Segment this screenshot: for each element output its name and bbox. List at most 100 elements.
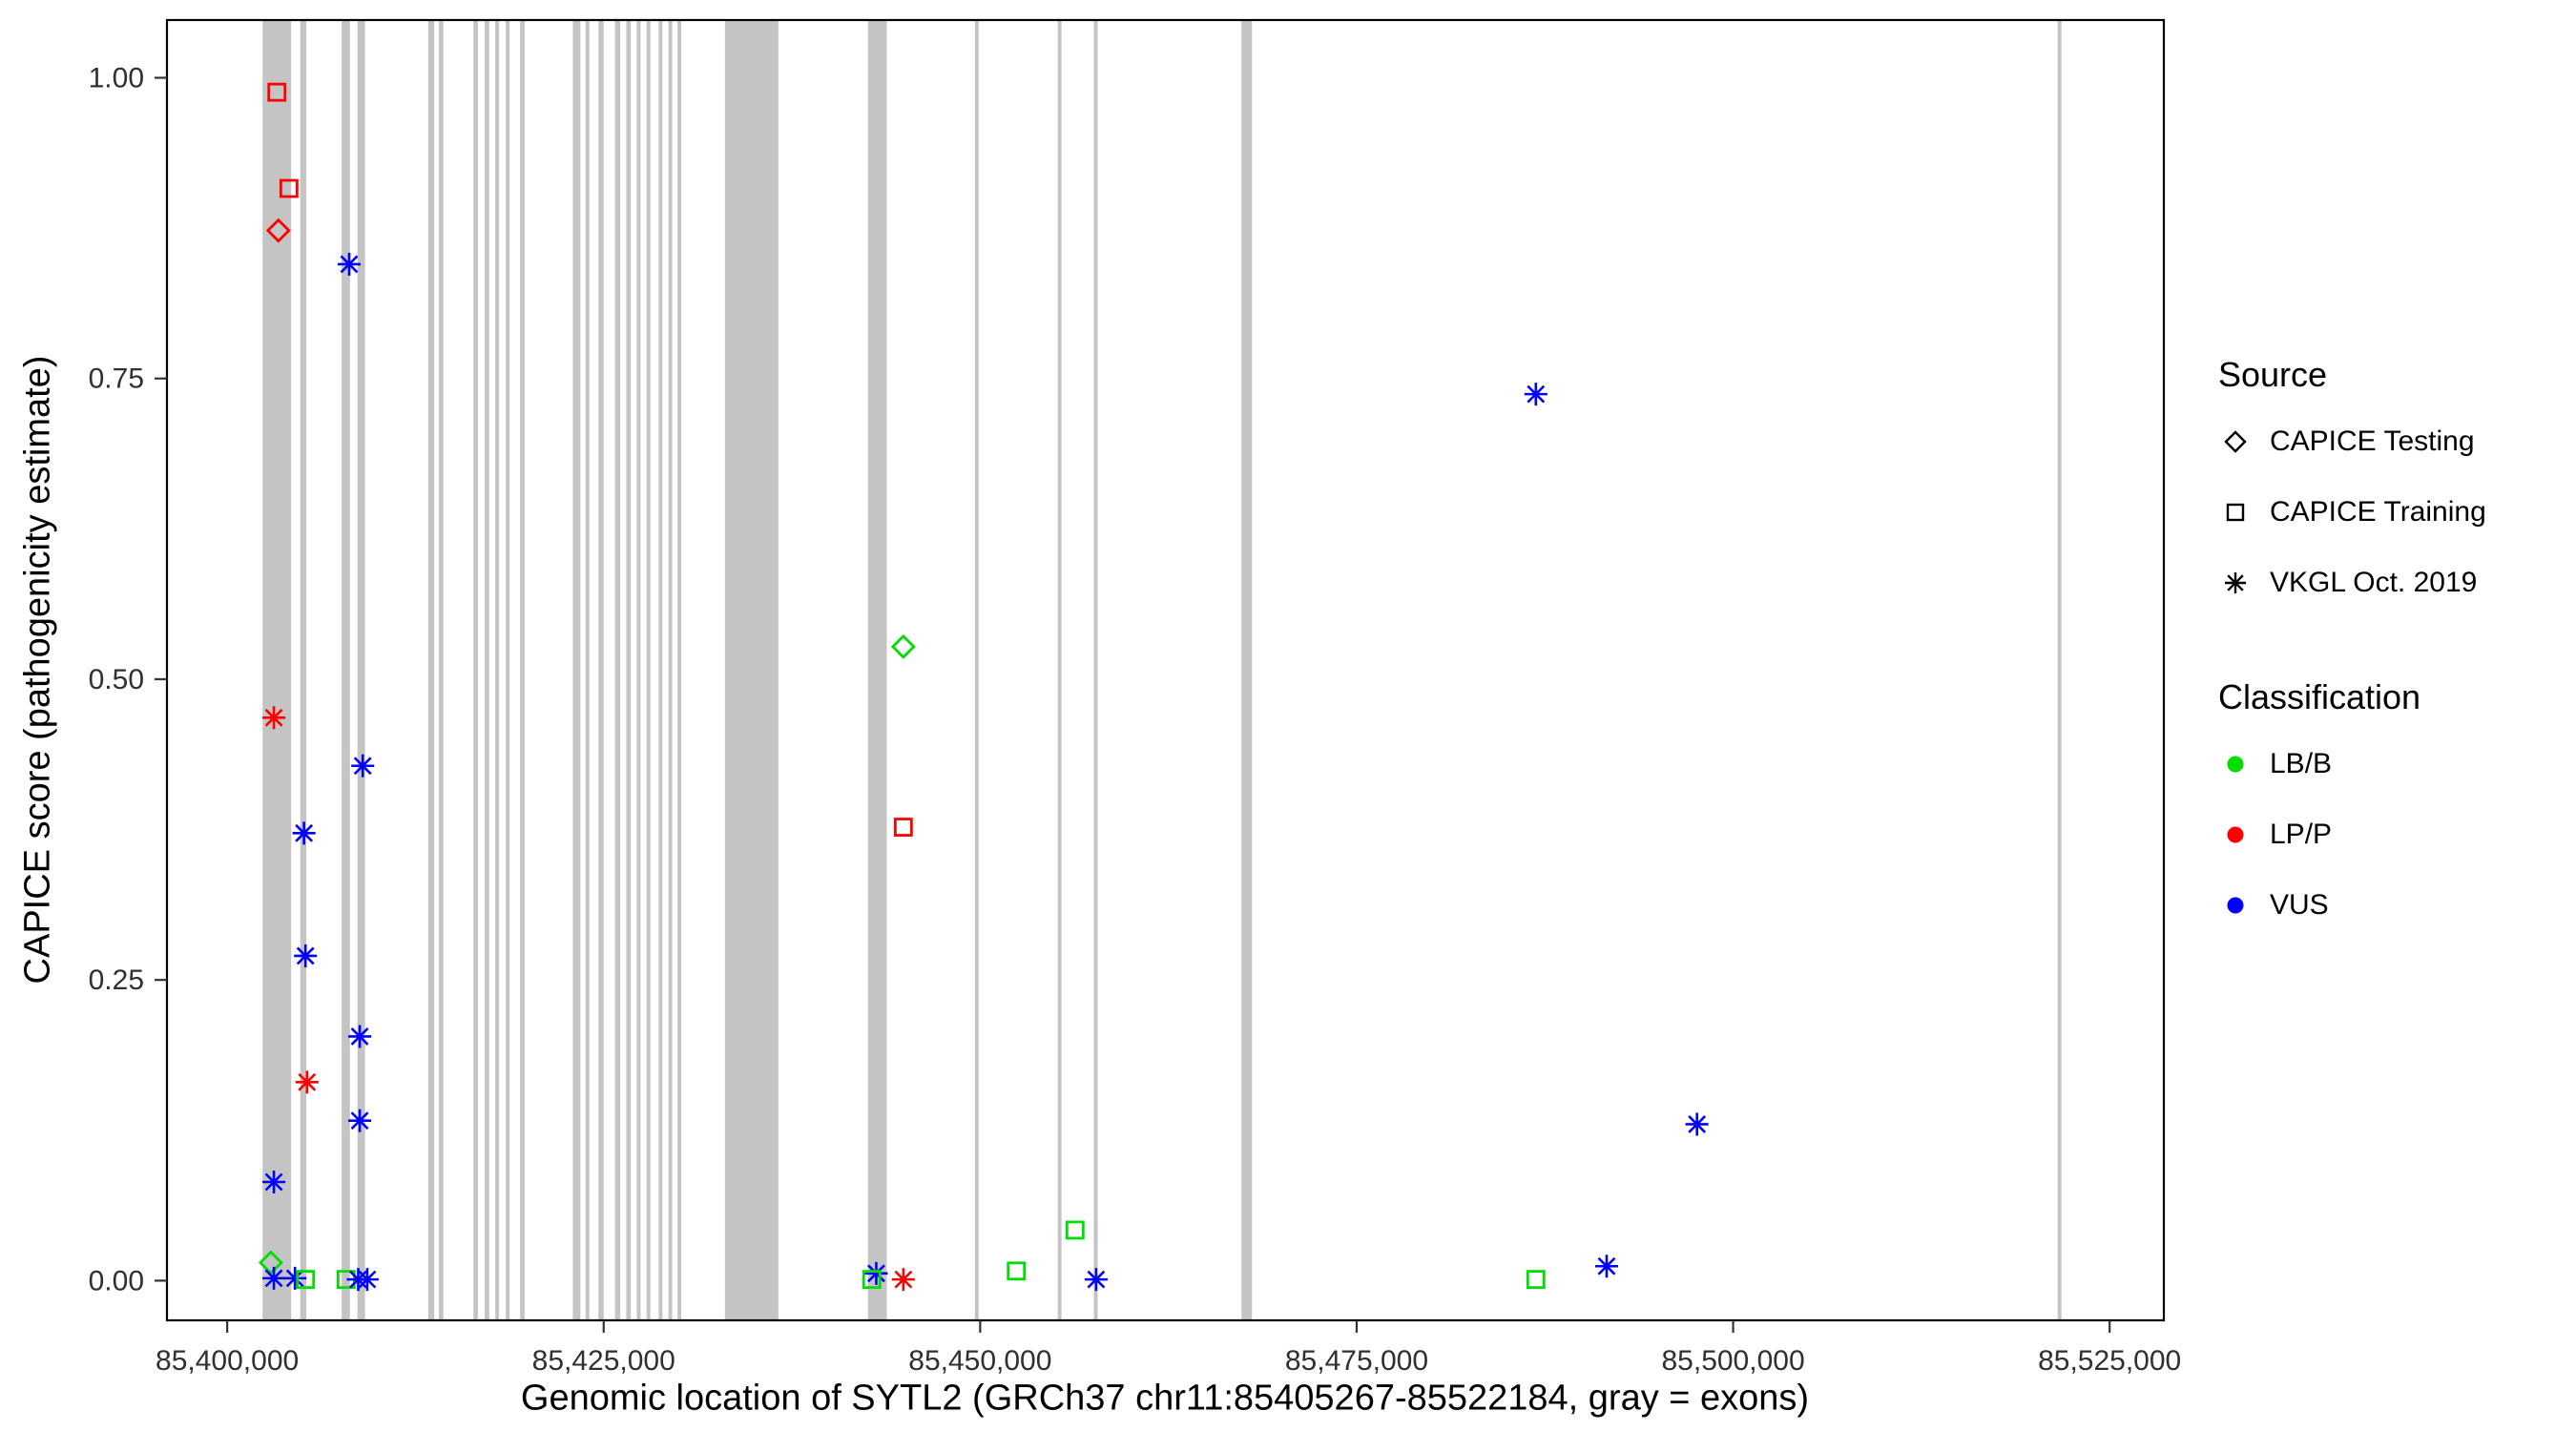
asterisk-line [358,1270,377,1289]
exon-bar [1057,20,1062,1320]
data-point-asterisk [355,1268,379,1292]
data-point-asterisk [262,1171,286,1193]
exon-bar [974,20,979,1320]
legend-item-vkgl: VKGL Oct. 2019 [2218,565,2571,601]
dot-shape [2227,826,2244,843]
exon-bar [300,20,307,1320]
x-tick-label: 85,525,000 [2038,1345,2181,1377]
data-point-asterisk [1524,383,1548,406]
y-tick-label: 0.75 [89,363,144,395]
asterisk-line [264,1269,283,1288]
data-point-square [267,82,287,102]
exon-bar [668,20,673,1320]
asterisk-line [264,708,283,727]
data-point-asterisk [351,754,375,778]
diamond-shape [2224,430,2247,453]
data-point-asterisk [262,706,286,730]
data-point-square [279,178,299,198]
legend-item-capice-training: CAPICE Training [2218,494,2571,530]
x-tick-label: 85,400,000 [156,1345,299,1377]
dot-shape [2227,756,2244,773]
data-point-asterisk [283,1266,307,1290]
exon-bar [427,20,435,1320]
exon-bar [585,20,590,1320]
data-point-asterisk [292,821,316,845]
legend-item-label: CAPICE Testing [2270,425,2475,457]
asterisk-line [1688,1115,1707,1133]
data-point-asterisk [891,1268,915,1292]
data-point-square [862,1270,882,1290]
y-tick-label: 0.50 [89,664,144,695]
exon-bar [724,20,779,1320]
legend-item-lbb: LB/B [2218,746,2571,782]
square-shape [2226,503,2245,522]
data-point-diamond [890,633,916,659]
blue-dot-icon [2227,897,2244,914]
legend-classification-title: Classification [2218,677,2421,716]
green-dot-icon [2227,756,2244,773]
exon-bar [1241,20,1253,1320]
exon-bar [473,20,478,1320]
x-tick-label: 85,450,000 [908,1345,1051,1377]
exon-bar [506,20,510,1320]
legend-item-vus: VUS [2218,887,2571,923]
y-tick-label: 0.25 [89,964,144,996]
legend-group-classification: Classification LB/B LP/P VUS [2218,677,2571,923]
square-icon [2226,503,2245,522]
data-point-asterisk [348,1025,372,1048]
exon-bar [438,20,444,1320]
exon-bar [2057,20,2062,1320]
asterisk-line [894,1270,913,1289]
legend-item-label: VUS [2270,889,2329,921]
exon-bar [357,20,365,1320]
exon-bar [646,20,651,1320]
data-point-asterisk [262,1266,286,1290]
red-dot-icon [2227,826,2244,843]
exon-bar [572,20,581,1320]
data-point-asterisk [1084,1268,1108,1292]
asterisk-icon [2225,572,2246,593]
data-point-asterisk [1594,1255,1618,1278]
exon-bar [626,20,632,1320]
legend-item-label: LB/B [2270,748,2333,779]
exon-bar [342,20,350,1320]
legend-item-capice-testing: CAPICE Testing [2218,424,2571,460]
dot-shape [2227,897,2244,914]
data-point-square [296,1270,316,1290]
exon-bar [485,20,489,1320]
data-point-asterisk [1685,1112,1709,1136]
legend-item-label: CAPICE Training [2270,496,2486,528]
diamond-icon [2224,430,2247,453]
data-point-asterisk [348,1109,372,1132]
legend-group-source: Source CAPICE Testing CAPICE Training [2218,355,2571,601]
asterisk-line [296,946,315,965]
asterisk-line [350,1111,369,1130]
asterisk-line [353,757,372,776]
y-tick-label: 0.00 [89,1265,144,1296]
exon-bar [614,20,621,1320]
asterisk-line [295,823,314,842]
asterisk-line [1087,1270,1106,1289]
exon-bar [636,20,641,1320]
asterisk-line [1597,1256,1616,1275]
asterisk-line [298,1072,317,1091]
data-point-asterisk [295,1070,319,1094]
data-point-asterisk [337,252,361,276]
exon-bar [677,20,682,1320]
asterisk-line [1527,384,1546,404]
x-tick-label: 85,500,000 [1661,1345,1804,1377]
asterisk-line [350,1027,369,1046]
y-axis-title: CAPICE score (pathogenicity estimate) [17,355,58,985]
panel-border [165,18,2166,1322]
data-point-square [893,818,913,837]
legend-item-lpp: LP/P [2218,817,2571,853]
data-point-square [1065,1220,1085,1240]
data-point-diamond [265,218,291,243]
asterisk-line [340,255,359,274]
exon-bar [495,20,500,1320]
exon-bar [1093,20,1098,1320]
y-tick-label: 1.00 [89,63,144,94]
exon-bar [658,20,663,1320]
